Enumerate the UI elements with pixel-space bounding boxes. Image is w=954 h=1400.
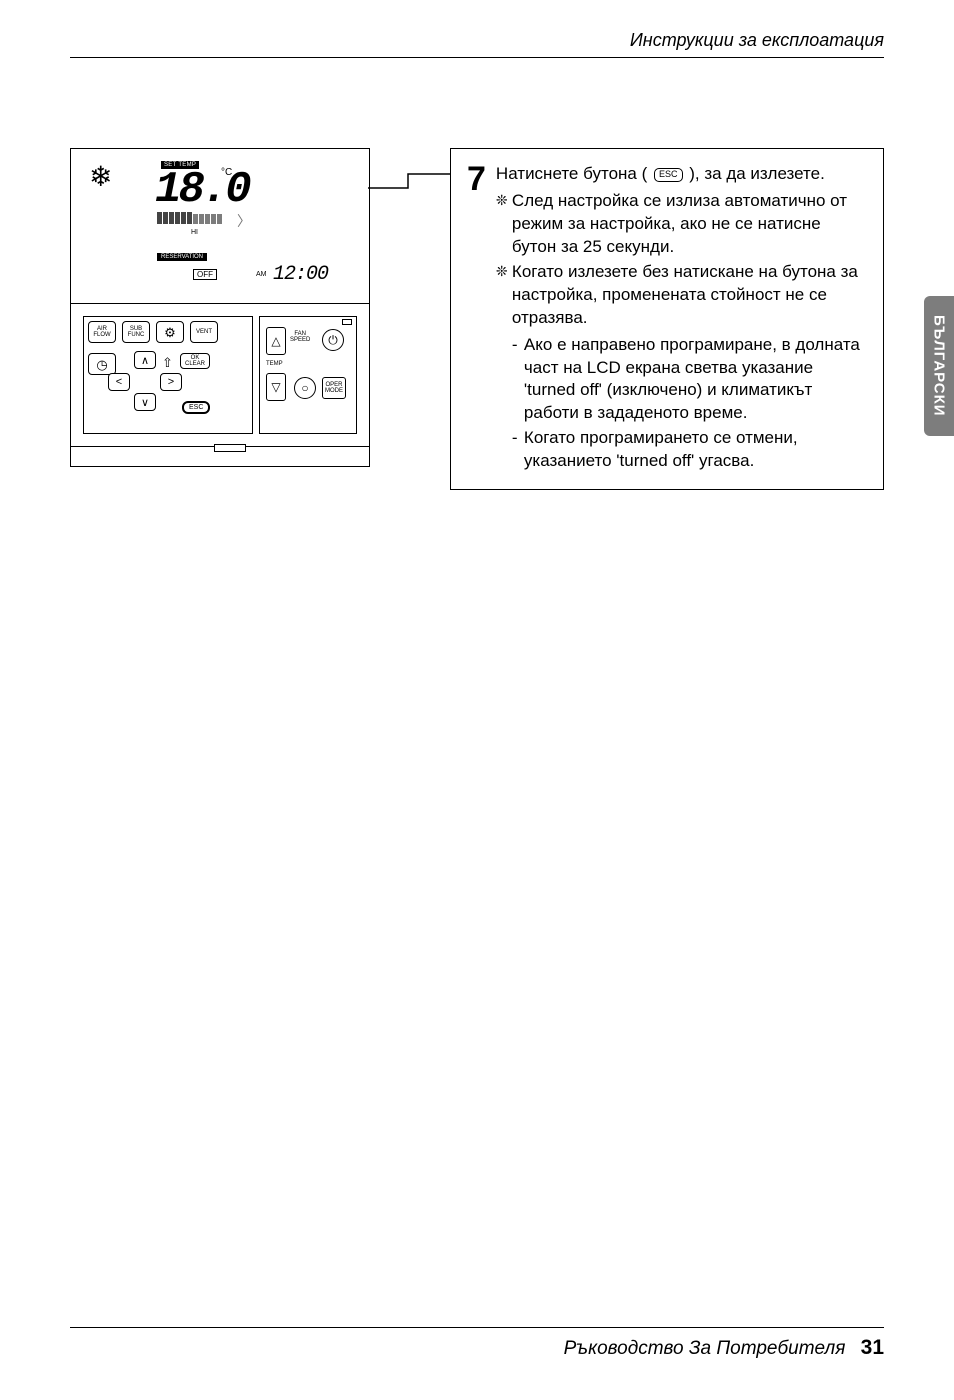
step-intro: Натиснете бутона ( ESC ), за да излезете…	[496, 163, 867, 186]
page-number: 31	[861, 1336, 884, 1359]
esc-button: ESC	[182, 401, 210, 414]
temp-down-button: ▽	[266, 373, 286, 401]
intro-text-b: ), за да излезете.	[689, 164, 825, 183]
vent-button: VENT	[190, 321, 218, 343]
intro-text-a: Натиснете бутона (	[496, 164, 647, 183]
settings-button: ⚙	[156, 321, 184, 343]
header-title: Инструкции за експлоатация	[630, 30, 884, 50]
circle-button: ○	[294, 377, 316, 399]
sub-bullet-2: Когато програмирането се отмени, указани…	[512, 427, 867, 473]
temperature-value: 18.0	[155, 165, 249, 215]
connector-line	[370, 168, 450, 198]
language-tab: БЪЛГАРСКИ	[924, 296, 954, 436]
footer-text: Ръководство За Потребителя	[564, 1338, 846, 1359]
air-flow-button: AIR FLOW	[88, 321, 116, 343]
dpad-up-button: ∧	[134, 351, 156, 369]
page-footer: Ръководство За Потребителя 31	[70, 1327, 884, 1360]
snowflake-icon: ❄	[89, 163, 112, 191]
step-number: 7	[467, 163, 486, 473]
lock-icon	[342, 319, 352, 325]
sub-bullet-1: Ако е направено програмиране, в долната …	[512, 334, 867, 426]
hi-label: HI	[191, 229, 198, 236]
left-button-grid: AIR FLOW SUB FUNC ⚙ VENT ◷ ∧ ⇧ OK CLEAR …	[83, 316, 253, 434]
page-body: Инструкции за експлоатация ❄ SET TEMP 18…	[70, 30, 884, 1345]
right-button-grid: △ FAN SPEED ⏻ TEMP ▽ ○ OPER MODE	[259, 316, 357, 434]
off-label: OFF	[193, 269, 217, 280]
unit-label: °C	[221, 167, 232, 178]
instruction-box: 7 Натиснете бутона ( ESC ), за да излезе…	[450, 148, 884, 490]
sub-func-button: SUB FUNC	[122, 321, 150, 343]
bullet-1: След настройка се излиза автоматично от …	[496, 190, 867, 259]
buttons-area: AIR FLOW SUB FUNC ⚙ VENT ◷ ∧ ⇧ OK CLEAR …	[71, 304, 369, 446]
time-value: 12:00	[273, 263, 328, 286]
step-7: 7 Натиснете бутона ( ESC ), за да излезе…	[467, 163, 867, 473]
reservation-label: RESERVATION	[157, 253, 207, 261]
oper-mode-button: OPER MODE	[322, 377, 346, 399]
dpad-down-button: ∨	[134, 393, 156, 411]
temp-up-button: △	[266, 327, 286, 355]
esc-icon: ESC	[654, 168, 683, 182]
lcd-screen: ❄ SET TEMP 18.0 °C 〉 HI RESERVATION OFF …	[71, 149, 369, 304]
power-button: ⏻	[322, 329, 344, 351]
bullet-2: Когато излезете без натискане на бутона …	[496, 261, 867, 473]
arrow-icon: 〉	[237, 211, 251, 231]
step-body: Натиснете бутона ( ESC ), за да излезете…	[496, 163, 867, 473]
remote-foot	[71, 446, 369, 466]
fan-bars-icon	[157, 211, 233, 225]
temp-label: TEMP	[266, 361, 283, 367]
clock-button: ◷	[88, 353, 116, 375]
bullet-2-text: Когато излезете без натискане на бутона …	[512, 262, 858, 327]
ok-clear-button: OK CLEAR	[180, 353, 210, 369]
bullet-list: След настройка се излиза автоматично от …	[496, 190, 867, 473]
home-icon: ⇧	[162, 355, 173, 371]
dpad-right-button: >	[160, 373, 182, 391]
page-header: Инструкции за експлоатация	[70, 30, 884, 58]
dpad-left-button: <	[108, 373, 130, 391]
fan-speed-label: FAN SPEED	[290, 331, 310, 343]
am-label: AM	[256, 271, 267, 278]
sub-list: Ако е направено програмиране, в долната …	[512, 334, 867, 474]
content-row: ❄ SET TEMP 18.0 °C 〉 HI RESERVATION OFF …	[70, 148, 884, 490]
remote-diagram: ❄ SET TEMP 18.0 °C 〉 HI RESERVATION OFF …	[70, 148, 370, 467]
